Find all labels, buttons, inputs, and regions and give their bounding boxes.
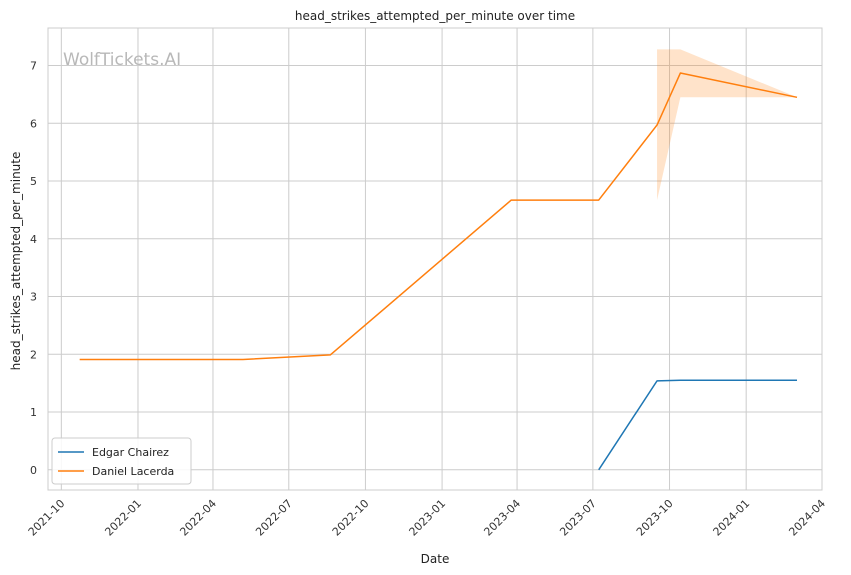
y-ticks: 0 1 2 3 4 5 6 7 (30, 60, 37, 477)
watermark: WolfTickets.AI (63, 50, 181, 70)
y-tick-label-7: 7 (30, 60, 37, 73)
y-tick-label-1: 1 (30, 406, 37, 419)
y-tick-label-0: 0 (30, 464, 37, 477)
y-axis-label: head_strikes_attempted_per_minute (9, 152, 23, 371)
legend-box (51, 437, 192, 485)
y-tick-label-4: 4 (30, 233, 37, 246)
x-axis-label: Date (421, 552, 450, 566)
y-tick-label-2: 2 (30, 348, 37, 361)
series-lines (79, 72, 798, 471)
series-line-daniel-lacerda (79, 72, 798, 361)
y-tick-label-5: 5 (30, 175, 37, 188)
confidence-bands (657, 49, 798, 201)
legend-label-daniel-lacerda: Daniel Lacerda (92, 465, 174, 478)
plot-frame (47, 27, 823, 491)
confidence-band-daniel-lacerda (657, 49, 798, 201)
y-tick-label-6: 6 (30, 117, 37, 130)
y-tick-label-3: 3 (30, 291, 37, 304)
chart-title: head_strikes_attempted_per_minute over t… (295, 9, 575, 23)
legend-label-edgar-chairez: Edgar Chairez (92, 446, 169, 459)
series-line-edgar-chairez (598, 379, 798, 471)
legend: Edgar Chairez Daniel Lacerda (51, 437, 192, 485)
